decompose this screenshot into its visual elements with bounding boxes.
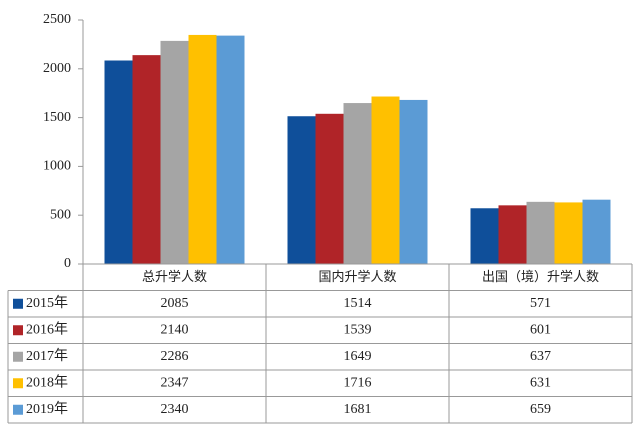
- table-value: 637: [530, 349, 551, 364]
- table-value: 659: [530, 402, 551, 417]
- bar: [315, 113, 344, 264]
- bar: [160, 40, 189, 264]
- y-tick-label: 500: [50, 207, 71, 222]
- x-tick-label: 出国（境）升学人数: [482, 269, 599, 285]
- y-tick-label: 0: [64, 256, 71, 271]
- table-value: 1649: [344, 349, 372, 364]
- bar: [343, 103, 372, 264]
- bar: [498, 205, 527, 264]
- bar: [470, 208, 499, 264]
- table-value: 1681: [344, 402, 372, 417]
- table-value: 1539: [344, 322, 372, 337]
- bar: [104, 60, 133, 265]
- bar: [132, 55, 161, 264]
- bar: [216, 35, 245, 265]
- y-tick-label: 2000: [43, 61, 71, 76]
- x-tick-label: 国内升学人数: [318, 269, 396, 285]
- y-tick-label: 2500: [43, 12, 71, 27]
- table-value: 2286: [161, 349, 189, 364]
- bar: [371, 96, 400, 264]
- legend-label: 2015年: [26, 295, 68, 311]
- table-value: 2347: [161, 375, 189, 390]
- y-tick-label: 1000: [43, 159, 71, 174]
- legend-swatch: [13, 378, 23, 389]
- legend-label: 2016年: [26, 321, 68, 337]
- table-value: 2085: [161, 296, 189, 311]
- legend-label: 2017年: [26, 348, 68, 364]
- bar: [554, 202, 583, 264]
- legend-label: 2018年: [26, 374, 68, 390]
- bar: [399, 99, 428, 264]
- bar: [526, 201, 555, 264]
- x-tick-label: 总升学人数: [142, 269, 207, 285]
- table-value: 1514: [344, 296, 372, 311]
- table-value: 2340: [161, 402, 189, 417]
- legend-swatch: [13, 351, 23, 362]
- table-value: 2140: [161, 322, 189, 337]
- bar: [582, 199, 611, 264]
- table-value: 1716: [344, 375, 372, 390]
- table-value: 601: [530, 322, 551, 337]
- bar: [188, 34, 217, 264]
- legend-swatch: [13, 404, 23, 415]
- table-value: 631: [530, 375, 551, 390]
- bar: [287, 116, 316, 264]
- legend-swatch: [13, 298, 23, 309]
- y-tick-label: 1500: [43, 110, 71, 125]
- table-value: 571: [530, 296, 551, 311]
- legend-label: 2019年: [26, 401, 68, 417]
- legend-swatch: [13, 325, 23, 336]
